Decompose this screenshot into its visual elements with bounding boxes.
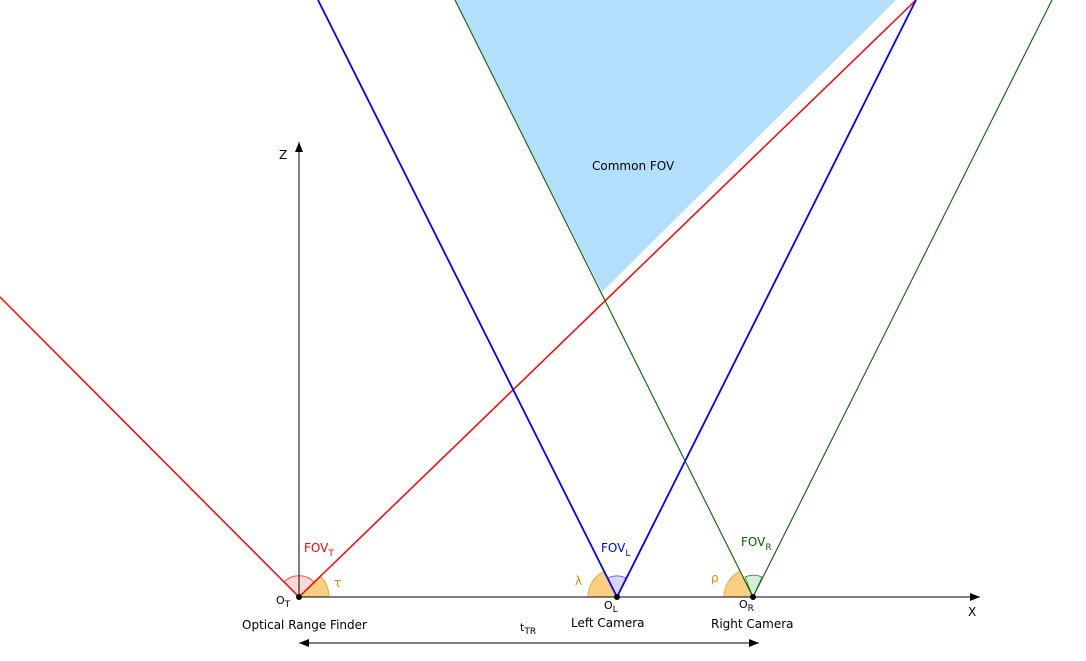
x-axis-label: X xyxy=(968,605,976,619)
baseline-label: tTR xyxy=(520,621,536,637)
right-camera-name: Right Camera xyxy=(711,617,794,631)
fov-l-label: FOVL xyxy=(601,541,630,559)
origin-r-sub: R xyxy=(748,604,754,614)
fov-r-label: FOVR xyxy=(741,535,772,553)
right-camera-fov-right-line xyxy=(752,0,1053,598)
fov-t-main: FOV xyxy=(304,541,329,555)
origin-r-point xyxy=(750,594,756,600)
origin-l-sub: L xyxy=(613,605,618,615)
range-finder-fov-right-line xyxy=(298,0,917,598)
z-axis-label: Z xyxy=(279,148,287,162)
origin-l-label: OL xyxy=(604,599,618,615)
range-finder-fov-left-line xyxy=(0,296,300,598)
fov-t-label: FOVT xyxy=(304,541,334,559)
origin-l-main: O xyxy=(604,599,613,612)
baseline-main: t xyxy=(520,621,525,634)
fov-l-main: FOV xyxy=(601,541,626,555)
common-fov-region xyxy=(455,0,896,292)
fov-r-main: FOV xyxy=(741,535,766,549)
fov-r-arc xyxy=(744,574,763,599)
fov-t-sub: T xyxy=(327,549,334,559)
tau-label: τ xyxy=(334,576,341,590)
origin-t-point xyxy=(296,594,302,600)
left-camera-fov-left-line xyxy=(317,0,618,598)
lambda-label: λ xyxy=(575,574,582,588)
left-camera-fov-right-line xyxy=(616,0,917,598)
origin-t-sub: T xyxy=(284,600,291,610)
origin-t-main: O xyxy=(276,594,285,607)
right-camera-fov-left-line xyxy=(454,0,754,598)
origin-r-main: O xyxy=(739,598,748,611)
baseline-sub: TR xyxy=(523,627,536,637)
origin-r-label: OR xyxy=(739,598,754,614)
rho-label: ρ xyxy=(711,571,719,585)
fov-l-sub: L xyxy=(625,549,630,559)
common-fov-label: Common FOV xyxy=(592,159,675,173)
fov-r-sub: R xyxy=(765,543,771,553)
origin-t-label: OT xyxy=(276,594,291,610)
range-finder-name: Optical Range Finder xyxy=(242,618,367,632)
origin-l-point xyxy=(614,594,620,600)
left-camera-name: Left Camera xyxy=(571,616,644,630)
